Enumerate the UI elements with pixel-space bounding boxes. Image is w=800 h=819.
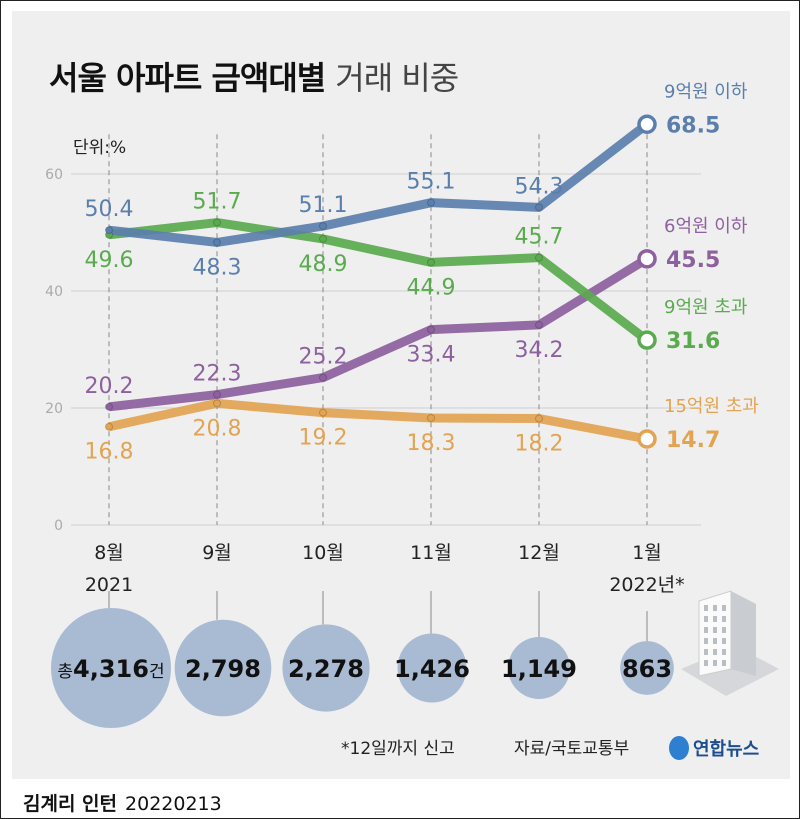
series-name: 6억원 이하: [664, 216, 748, 237]
data-label: 18.3: [407, 431, 456, 456]
x-tick-label: 2022년*: [609, 574, 684, 596]
data-label: 19.2: [299, 426, 348, 451]
total-bubble: [620, 641, 674, 695]
data-point: [535, 320, 543, 329]
total-bubble: [397, 633, 467, 703]
data-point: [213, 238, 221, 247]
data-label: 48.9: [299, 252, 348, 277]
data-point: [213, 390, 221, 399]
total-bubble: [508, 637, 570, 699]
series-line: [108, 398, 648, 444]
total-bubble: [51, 608, 171, 728]
total-bubble: [174, 619, 272, 717]
end-point: [637, 330, 657, 350]
unit-label: 단위:%: [73, 138, 127, 158]
data-point: [213, 399, 221, 408]
data-point: [319, 234, 327, 243]
y-tick-label: 20: [45, 401, 63, 417]
end-point: [637, 249, 657, 269]
data-point: [427, 258, 435, 267]
footer: 김계리 인턴 20220213: [23, 789, 222, 816]
data-point: [213, 218, 221, 227]
data-point: [427, 198, 435, 207]
title-bold: 서울 아파트 금액대별: [49, 59, 326, 97]
source: 자료/국토교통부: [514, 739, 629, 759]
building-icon: [681, 590, 779, 696]
data-point: [319, 222, 327, 231]
y-tick-label: 0: [54, 518, 63, 534]
footnote: *12일까지 신고: [341, 739, 455, 759]
data-point: [319, 408, 327, 417]
data-label: 20.8: [193, 416, 242, 441]
series-line: [108, 218, 650, 344]
data-label: 25.2: [299, 345, 348, 370]
date: 20220213: [125, 793, 222, 815]
data-label: 22.3: [193, 362, 242, 387]
data-point: [105, 402, 113, 411]
x-tick-label: 1월: [632, 542, 662, 564]
total-label: 총4,316건: [57, 655, 164, 683]
data-label: 34.2: [515, 338, 564, 363]
data-label: 44.9: [407, 275, 456, 300]
series-line: [108, 254, 650, 412]
total-label: 1,149: [501, 655, 577, 683]
data-label: 51.1: [299, 193, 348, 218]
y-tick-label: 40: [45, 284, 63, 300]
data-label: 45.5: [666, 248, 720, 273]
data-label: 31.6: [666, 329, 720, 354]
byline: 김계리 인턴: [23, 793, 118, 815]
data-point: [105, 422, 113, 431]
data-point: [535, 253, 543, 262]
title-light: 거래 비중: [335, 59, 459, 97]
data-point: [427, 413, 435, 422]
series-line: [108, 120, 650, 247]
data-point: [427, 325, 435, 334]
series-name: 9억원 이하: [664, 81, 748, 102]
data-label: 50.4: [85, 197, 134, 222]
data-point: [535, 414, 543, 423]
total-label: 1,426: [394, 655, 470, 683]
y-tick-label: 60: [45, 167, 63, 183]
x-tick-label: 10월: [302, 542, 344, 564]
data-label: 51.7: [193, 190, 242, 215]
x-tick-label: 11월: [410, 542, 452, 564]
data-point: [105, 226, 113, 235]
total-bubble: [282, 624, 370, 712]
data-label: 55.1: [407, 170, 456, 195]
data-label: 20.2: [85, 374, 134, 399]
total-label: 2,278: [288, 655, 364, 683]
data-point: [535, 203, 543, 212]
yonhap-logo-icon: [669, 736, 689, 760]
chart-title: 서울 아파트 금액대별 거래 비중: [49, 53, 459, 99]
total-label: 2,798: [185, 655, 261, 683]
data-label: 33.4: [407, 343, 456, 368]
x-tick-label: 9월: [202, 542, 232, 564]
data-label: 68.5: [666, 113, 720, 138]
series-name: 9억원 초과: [664, 297, 747, 318]
data-label: 16.8: [85, 440, 134, 465]
data-label: 49.6: [85, 248, 134, 273]
logo-text: 연합뉴스: [693, 738, 759, 760]
data-label: 14.7: [666, 428, 720, 453]
end-point: [637, 429, 657, 449]
end-point: [637, 114, 657, 135]
data-label: 45.7: [515, 225, 564, 250]
data-label: 48.3: [193, 255, 242, 280]
data-label: 18.2: [515, 432, 564, 457]
x-tick-label: 12월: [518, 542, 560, 564]
series-name: 15억원 초과: [664, 396, 759, 417]
data-label: 54.3: [515, 174, 564, 199]
x-tick-label: 2021: [85, 574, 133, 596]
total-label: 863: [622, 655, 672, 683]
x-tick-label: 8월: [94, 542, 124, 564]
data-point: [319, 373, 327, 382]
